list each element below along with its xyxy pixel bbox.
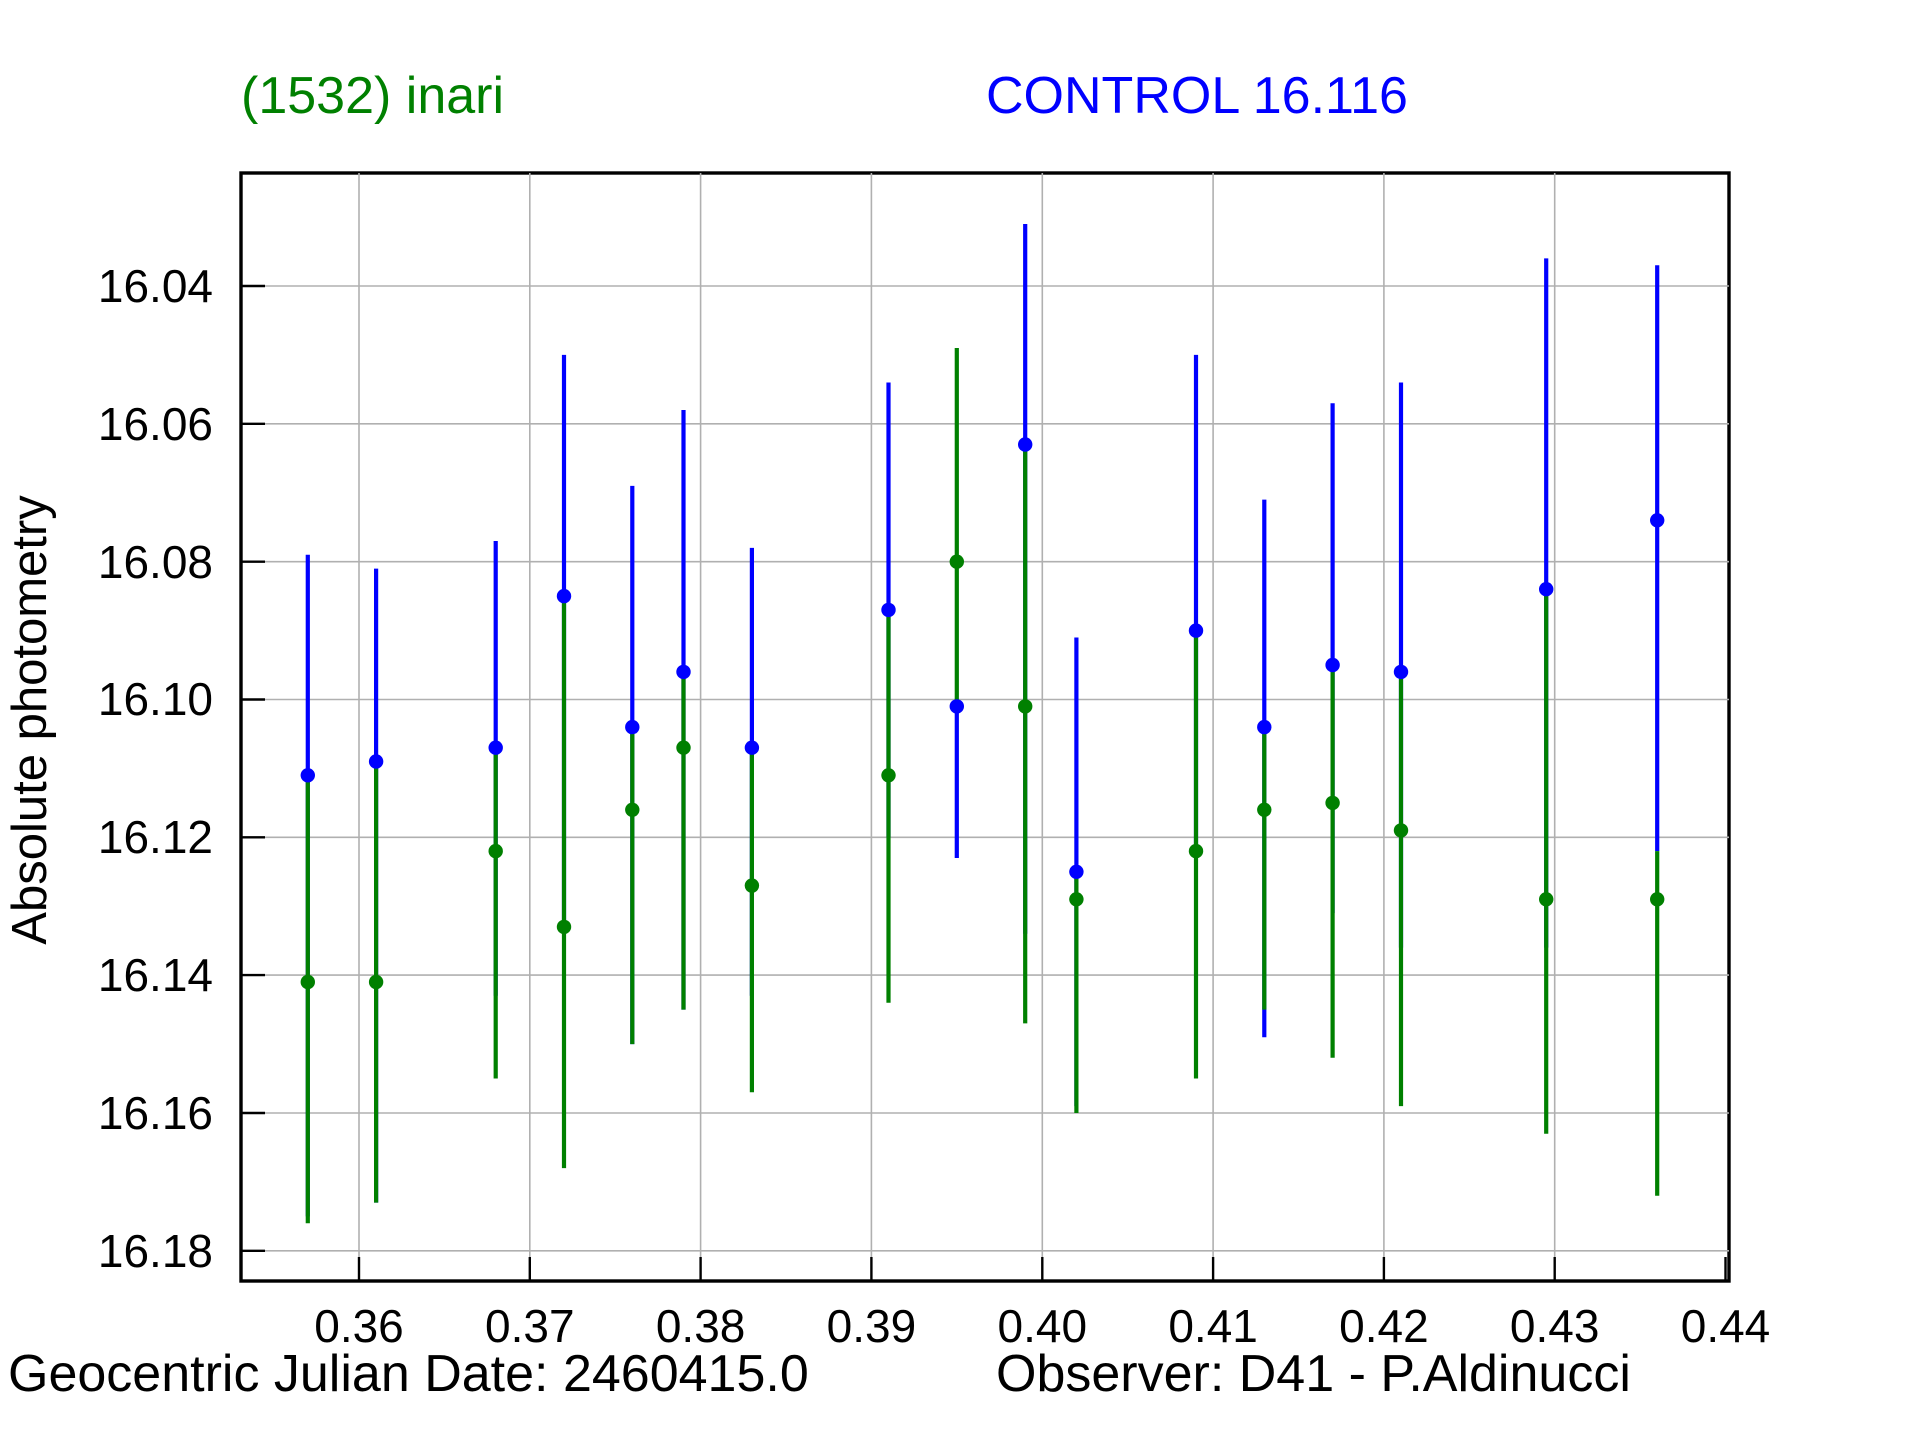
svg-text:0.41: 0.41: [1168, 1300, 1258, 1352]
svg-text:16.12: 16.12: [98, 811, 213, 863]
svg-text:16.14: 16.14: [98, 949, 213, 1001]
svg-text:16.10: 16.10: [98, 673, 213, 725]
svg-text:16.06: 16.06: [98, 398, 213, 450]
svg-text:0.42: 0.42: [1339, 1300, 1429, 1352]
svg-text:16.08: 16.08: [98, 536, 213, 588]
svg-text:0.36: 0.36: [314, 1300, 404, 1352]
svg-text:0.43: 0.43: [1510, 1300, 1600, 1352]
svg-text:0.37: 0.37: [485, 1300, 575, 1352]
svg-text:16.18: 16.18: [98, 1225, 213, 1277]
svg-text:0.38: 0.38: [656, 1300, 746, 1352]
svg-text:16.04: 16.04: [98, 260, 213, 312]
svg-text:0.44: 0.44: [1681, 1300, 1771, 1352]
svg-text:0.40: 0.40: [998, 1300, 1088, 1352]
svg-text:16.16: 16.16: [98, 1087, 213, 1139]
svg-text:0.39: 0.39: [827, 1300, 917, 1352]
